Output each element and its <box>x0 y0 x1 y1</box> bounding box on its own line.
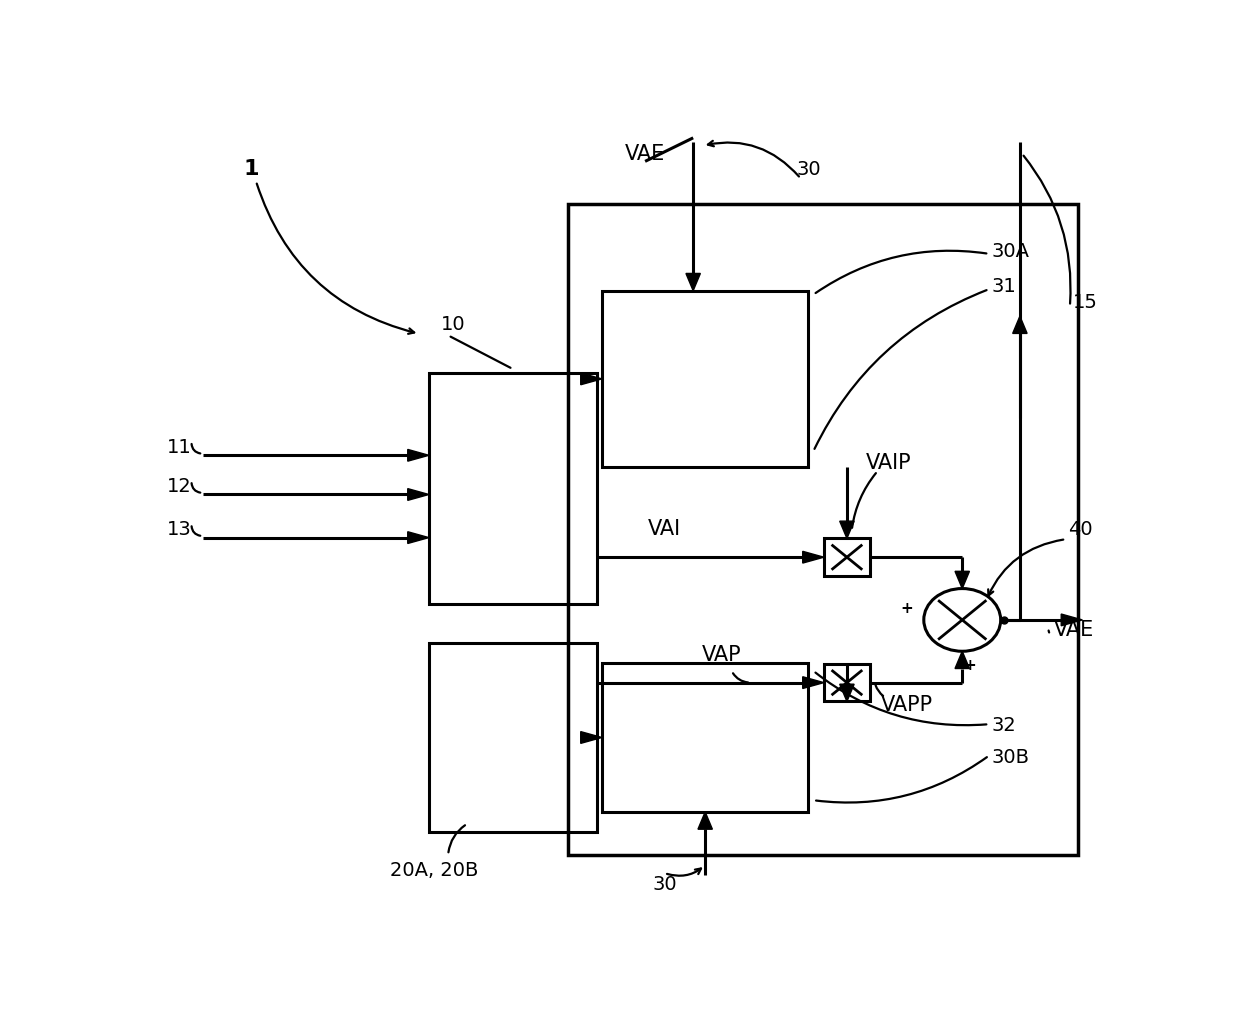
Polygon shape <box>580 373 601 385</box>
Text: VAE: VAE <box>1054 620 1094 640</box>
Bar <box>823 664 870 701</box>
Bar <box>601 663 808 812</box>
Polygon shape <box>1013 317 1027 334</box>
Text: VAIP: VAIP <box>866 453 911 473</box>
Text: 11: 11 <box>166 438 191 457</box>
Polygon shape <box>580 732 601 743</box>
Text: 15: 15 <box>1073 293 1097 312</box>
Polygon shape <box>408 531 429 544</box>
Polygon shape <box>955 571 970 588</box>
Polygon shape <box>1061 614 1083 626</box>
Polygon shape <box>698 812 712 830</box>
Text: VAPP: VAPP <box>880 695 932 716</box>
Text: VAI: VAI <box>647 519 681 540</box>
Text: VAP: VAP <box>702 644 742 665</box>
Polygon shape <box>955 652 970 669</box>
Polygon shape <box>802 677 823 688</box>
Text: 1: 1 <box>243 159 259 179</box>
Text: 30A: 30A <box>991 242 1029 261</box>
Text: 31: 31 <box>991 277 1016 296</box>
Text: 30: 30 <box>796 160 821 179</box>
Text: 12: 12 <box>166 477 191 496</box>
Bar <box>568 205 1078 855</box>
Text: 10: 10 <box>440 315 465 334</box>
Text: 20A, 20B: 20A, 20B <box>389 860 477 880</box>
Polygon shape <box>408 489 429 501</box>
Bar <box>429 373 596 605</box>
Bar <box>429 643 596 832</box>
Text: 13: 13 <box>166 520 191 540</box>
Polygon shape <box>802 552 823 563</box>
Text: 32: 32 <box>991 717 1016 735</box>
Polygon shape <box>408 449 429 461</box>
Bar <box>823 539 870 576</box>
Polygon shape <box>686 274 701 291</box>
Text: 40: 40 <box>1068 520 1092 540</box>
Text: 30: 30 <box>652 874 677 894</box>
Text: 30B: 30B <box>991 747 1029 767</box>
Polygon shape <box>839 521 854 539</box>
Text: +: + <box>963 658 976 673</box>
Polygon shape <box>839 684 854 701</box>
Text: +: + <box>900 601 913 616</box>
Text: VAE: VAE <box>625 144 665 164</box>
Bar <box>601 291 808 467</box>
